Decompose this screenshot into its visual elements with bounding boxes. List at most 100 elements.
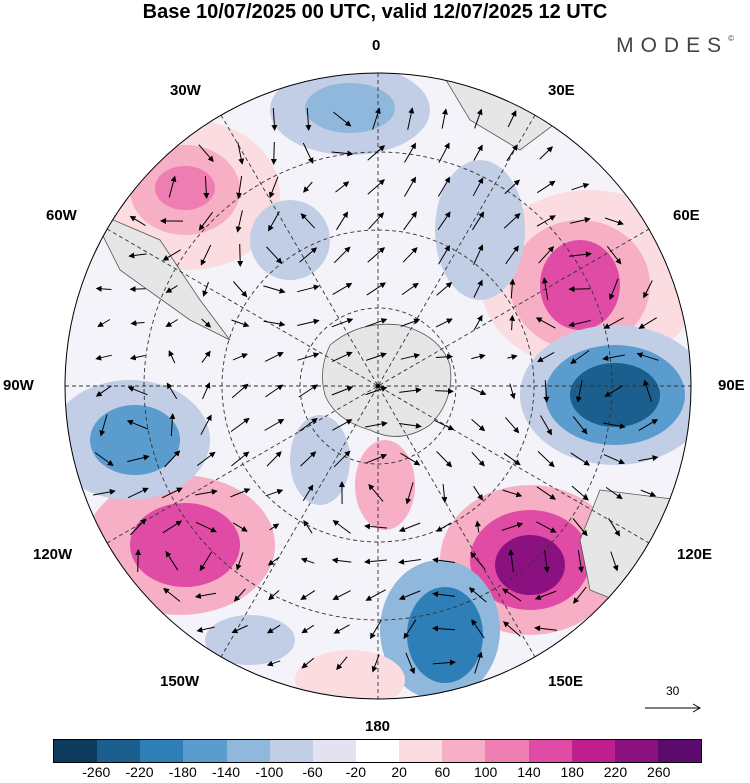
wind-arrow — [609, 278, 619, 301]
wind-arrow — [539, 146, 554, 160]
wind-arrow — [537, 180, 556, 194]
wind-arrow — [163, 587, 181, 602]
wind-arrow — [95, 285, 112, 292]
lon-label-30w: 30W — [170, 82, 201, 99]
wind-arrow — [570, 452, 591, 466]
wind-arrow — [297, 352, 320, 361]
wind-arrow — [571, 182, 590, 191]
wind-arrow — [400, 452, 421, 466]
wind-arrow — [196, 451, 216, 467]
wind-arrow — [437, 176, 451, 197]
wind-arrow — [232, 353, 248, 361]
wind-arrow — [268, 590, 280, 601]
wind-arrow — [237, 243, 244, 267]
wind-arrow — [271, 107, 278, 131]
wind-arrow — [195, 521, 217, 533]
wind-arrow — [436, 281, 453, 296]
wind-arrow — [577, 550, 584, 573]
wind-arrow — [331, 150, 354, 157]
wind-arrow — [198, 211, 214, 231]
wind-arrow — [332, 282, 353, 296]
wind-arrow — [126, 419, 149, 430]
wind-arrow — [97, 319, 111, 328]
wind-arrow — [404, 176, 417, 197]
wind-arrow — [643, 280, 653, 299]
wind-arrow — [473, 485, 483, 501]
wind-vectors — [93, 107, 659, 675]
wind-arrow — [302, 142, 314, 164]
wind-arrow — [573, 586, 587, 604]
wind-arrow — [301, 657, 315, 669]
wind-arrow — [474, 108, 483, 129]
colorbar-segment — [614, 740, 658, 762]
wind-arrow — [471, 211, 485, 231]
wind-arrow — [571, 485, 589, 501]
colorbar-segment — [54, 740, 98, 762]
colorbar-tick-label: -60 — [302, 764, 323, 780]
wind-arrow — [165, 550, 179, 571]
wind-arrow — [398, 558, 421, 565]
colorbar-segment — [226, 740, 270, 762]
wind-arrow — [331, 318, 354, 328]
wind-arrow — [370, 619, 382, 640]
wind-arrow — [399, 422, 422, 429]
colorbar-tick-label: -100 — [255, 764, 284, 780]
wind-arrow — [127, 386, 148, 396]
colorbar-segment — [399, 740, 443, 762]
wind-arrow — [364, 558, 388, 565]
wind-arrow — [507, 110, 517, 128]
wind-arrow — [266, 246, 283, 264]
wind-arrow — [367, 247, 386, 263]
colorbar-tick-label: 140 — [517, 764, 541, 780]
wind-arrow — [434, 419, 455, 431]
wind-arrow — [368, 483, 384, 502]
wind-arrow — [509, 383, 516, 400]
wind-arrow — [435, 318, 453, 328]
wind-arrow — [129, 215, 146, 227]
wind-arrow — [505, 245, 519, 265]
wind-arrow — [303, 519, 313, 534]
wind-arrow — [371, 654, 380, 673]
wind-arrow — [507, 354, 518, 360]
wind-arrow — [471, 451, 485, 467]
lon-label-90e: 90E — [718, 377, 745, 394]
wind-arrow — [200, 244, 212, 266]
wind-arrow — [432, 591, 455, 598]
wind-arrow — [301, 624, 315, 634]
wind-arrow — [299, 247, 318, 263]
wind-arrow — [402, 247, 418, 263]
wind-arrow — [472, 177, 484, 197]
wind-arrow — [94, 452, 114, 466]
wind-arrow — [534, 590, 557, 600]
wind-arrow — [502, 621, 521, 637]
wind-arrow — [366, 282, 387, 296]
wind-arrow — [127, 487, 149, 499]
wind-arrow — [505, 417, 520, 434]
colorbar-segment — [657, 740, 702, 762]
wind-arrow — [333, 246, 351, 264]
colorbar-tick-label: -140 — [212, 764, 241, 780]
wind-arrow — [300, 557, 315, 564]
colorbar-segment — [183, 740, 227, 762]
wind-arrow — [538, 246, 555, 264]
wind-arrow — [572, 416, 588, 435]
wind-arrow — [473, 244, 484, 266]
wind-arrow — [99, 414, 108, 437]
wind-arrow — [400, 353, 421, 360]
lon-label-90w: 90W — [3, 377, 34, 394]
wind-arrow — [297, 284, 320, 293]
wind-arrow — [162, 249, 181, 261]
wind-arrow — [608, 518, 621, 537]
wind-arrow — [543, 380, 550, 403]
wind-arrow — [331, 351, 353, 363]
wind-arrow — [264, 418, 285, 431]
wind-arrow — [509, 314, 516, 331]
wind-arrow — [503, 213, 521, 229]
wind-arrow — [610, 551, 619, 572]
lon-label-60e: 60E — [673, 207, 700, 224]
colorbar-tick-label: 220 — [603, 764, 628, 780]
wind-arrow — [336, 656, 348, 671]
wind-arrow — [603, 422, 626, 430]
wind-arrow — [404, 142, 417, 163]
wind-arrow — [232, 522, 248, 532]
